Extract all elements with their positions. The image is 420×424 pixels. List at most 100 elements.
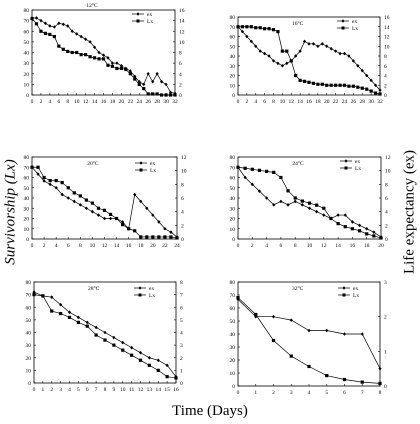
point-ex	[128, 69, 132, 73]
y-left-tick-label: 10	[26, 368, 32, 374]
x-tick-label: 16	[101, 99, 107, 105]
point-ex	[78, 203, 82, 207]
x-tick-label: 20	[378, 243, 384, 249]
y-left-tick-label: 0	[232, 93, 235, 99]
series-line-ex	[31, 167, 178, 238]
point-ex	[96, 213, 101, 217]
point-ex	[48, 24, 52, 28]
point-ex	[101, 53, 106, 57]
x-tick-label: 10	[280, 99, 286, 105]
point-ex	[322, 213, 326, 217]
y-left-tick-label: 20	[230, 74, 236, 80]
point-Lx	[121, 223, 125, 227]
point-Lx	[39, 29, 43, 33]
y-left-tick-label: 10	[230, 83, 236, 89]
point-Lx	[85, 324, 89, 328]
x-tick-label: 6	[67, 243, 70, 249]
point-Lx	[289, 354, 293, 358]
legend-marker	[344, 166, 348, 170]
point-ex	[267, 54, 271, 58]
x-tick-label: 2	[43, 243, 46, 249]
y-right-tick-label: 8	[384, 54, 387, 60]
y-right-tick-label: 2	[384, 315, 387, 321]
point-Lx	[316, 82, 320, 86]
legend-label: ex	[355, 159, 360, 165]
point-ex	[243, 175, 247, 180]
y-left-tick-label: 30	[230, 64, 236, 70]
chart-title: 28°C	[88, 285, 100, 292]
point-Lx	[84, 198, 88, 202]
x-tick-label: 30	[163, 99, 169, 105]
point-Lx	[102, 208, 107, 212]
y-right-tick-label: 2	[385, 223, 388, 229]
point-Lx	[48, 32, 52, 37]
point-ex	[112, 335, 116, 340]
point-Lx	[307, 201, 312, 205]
x-tick-label: 8	[379, 390, 382, 396]
y-right-tick-label: 8	[180, 280, 183, 286]
point-Lx	[286, 189, 290, 193]
y-right-tick-label: 0	[180, 381, 183, 387]
y-right-tick-label: 2	[180, 356, 183, 362]
x-tick-label: 12	[138, 387, 144, 393]
y-right-tick-label: 10	[385, 169, 391, 175]
y-left-tick-label: 80	[26, 280, 32, 286]
point-Lx	[137, 82, 141, 86]
point-Lx	[369, 89, 373, 93]
point-Lx	[50, 309, 54, 313]
y-left-tick-label: 0	[28, 381, 31, 387]
x-tick-label: 28	[360, 99, 366, 105]
point-ex	[265, 196, 269, 200]
y-left-tick-label: 40	[24, 51, 30, 57]
x-tick-label: 15	[164, 387, 170, 393]
y-left-tick-label: 60	[24, 29, 30, 35]
x-tick-label: 1	[42, 387, 45, 393]
y-left-tick-label: 20	[24, 72, 30, 78]
legend-label: Lx	[355, 166, 361, 172]
point-Lx	[258, 26, 262, 30]
legend-marker	[138, 286, 142, 290]
point-ex	[236, 297, 240, 302]
x-tick-label: 16	[306, 99, 312, 105]
point-Lx	[151, 235, 155, 239]
x-tick-label: 2	[246, 99, 249, 105]
y-left-tick-label: 50	[230, 186, 236, 192]
x-tick-label: 2	[50, 387, 53, 393]
point-Lx	[285, 49, 289, 53]
y-left-tick-label: 30	[26, 343, 32, 349]
point-Lx	[325, 374, 329, 378]
y-right-tick-label: 12	[384, 35, 390, 41]
point-Lx	[145, 235, 149, 239]
point-ex	[378, 88, 382, 92]
y-left-tick-label: 10	[24, 82, 30, 88]
point-ex	[302, 39, 307, 44]
point-Lx	[61, 47, 65, 51]
y-right-tick-label: 10	[181, 169, 187, 175]
point-Lx	[133, 229, 137, 233]
y-right-tick-label: 5	[180, 318, 183, 324]
point-Lx	[156, 368, 160, 372]
point-Lx	[342, 83, 347, 87]
point-Lx	[315, 203, 319, 207]
point-Lx	[373, 91, 378, 95]
x-tick-label: 7	[361, 390, 364, 396]
point-ex	[279, 199, 283, 204]
point-ex	[48, 182, 52, 187]
point-ex	[43, 21, 48, 26]
x-tick-label: 6	[57, 99, 60, 105]
y-right-tick-label: 12	[179, 29, 185, 35]
point-ex	[156, 358, 160, 363]
point-Lx	[302, 79, 307, 83]
point-Lx	[41, 294, 45, 298]
point-Lx	[139, 235, 143, 239]
y-right-tick-label: 10	[384, 44, 390, 50]
x-tick-label: 20	[150, 243, 156, 249]
point-Lx	[271, 28, 276, 32]
point-Lx	[34, 22, 39, 26]
legend-marker	[344, 159, 348, 163]
legend-marker	[341, 26, 345, 30]
point-Lx	[30, 165, 34, 169]
point-ex	[357, 223, 362, 228]
point-ex	[334, 49, 338, 53]
x-tick-label: 10	[74, 99, 80, 105]
